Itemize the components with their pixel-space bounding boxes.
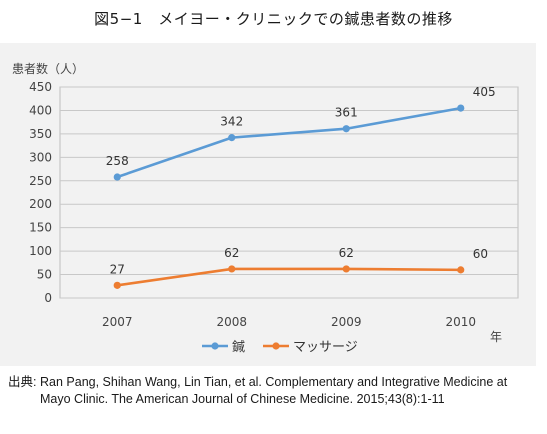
series-group: 258 342 361 405 27 62 62 60 <box>106 85 496 289</box>
x-tick-label: 2008 <box>216 315 247 329</box>
y-tick-label: 0 <box>44 291 52 305</box>
x-axis-label: 年 <box>490 330 502 344</box>
data-point <box>113 281 121 289</box>
x-tick-labels: 2007 2008 2009 2010 <box>102 315 476 329</box>
data-point <box>342 125 350 133</box>
y-tick-label: 150 <box>29 221 52 235</box>
y-tick-label: 250 <box>29 174 52 188</box>
plot-frame <box>59 86 519 299</box>
data-point <box>342 265 350 273</box>
legend-swatch-marker <box>211 342 219 350</box>
data-label: 258 <box>106 154 129 168</box>
y-tick-label: 200 <box>29 197 52 211</box>
data-point <box>457 266 465 274</box>
chart-panel: 患者数（人） 0 50 100 150 200 250 300 350 400 450 2007 2… <box>0 43 536 366</box>
y-tick-label: 50 <box>37 268 52 282</box>
y-tick-label: 400 <box>29 103 52 117</box>
legend-swatch-marker <box>272 342 280 350</box>
data-point <box>113 173 121 181</box>
data-label: 60 <box>473 247 488 261</box>
data-label: 405 <box>473 85 496 99</box>
y-tick-label: 450 <box>29 80 52 94</box>
figure-title: 図5−1 メイヨー・クリニックでの鍼患者数の推移 <box>94 10 453 28</box>
legend: 鍼 マッサージ <box>202 339 358 355</box>
data-label: 62 <box>339 246 354 260</box>
y-tick-label: 350 <box>29 127 52 141</box>
legend-label: マッサージ <box>293 340 358 355</box>
series-line <box>117 267 461 287</box>
y-tick-label: 300 <box>29 150 52 164</box>
data-point <box>457 104 465 112</box>
source-label: 出典: <box>8 375 37 389</box>
data-label: 361 <box>335 106 358 120</box>
legend-label: 鍼 <box>232 339 245 355</box>
series-line <box>116 106 461 179</box>
data-point <box>228 265 236 273</box>
data-point <box>228 134 236 142</box>
data-label: 62 <box>224 246 239 260</box>
y-tick-label: 100 <box>29 244 52 258</box>
x-tick-label: 2010 <box>445 315 476 329</box>
data-label: 342 <box>220 115 243 129</box>
data-label: 27 <box>110 262 125 276</box>
x-tick-label: 2007 <box>102 315 133 329</box>
x-tick-label: 2009 <box>331 315 362 329</box>
grid <box>59 86 519 299</box>
y-tick-labels: 0 50 100 150 200 250 300 350 400 450 <box>29 80 52 305</box>
y-axis-label: 患者数（人） <box>12 61 84 76</box>
source-text: Ran Pang, Shihan Wang, Lin Tian, et al. … <box>40 375 508 406</box>
